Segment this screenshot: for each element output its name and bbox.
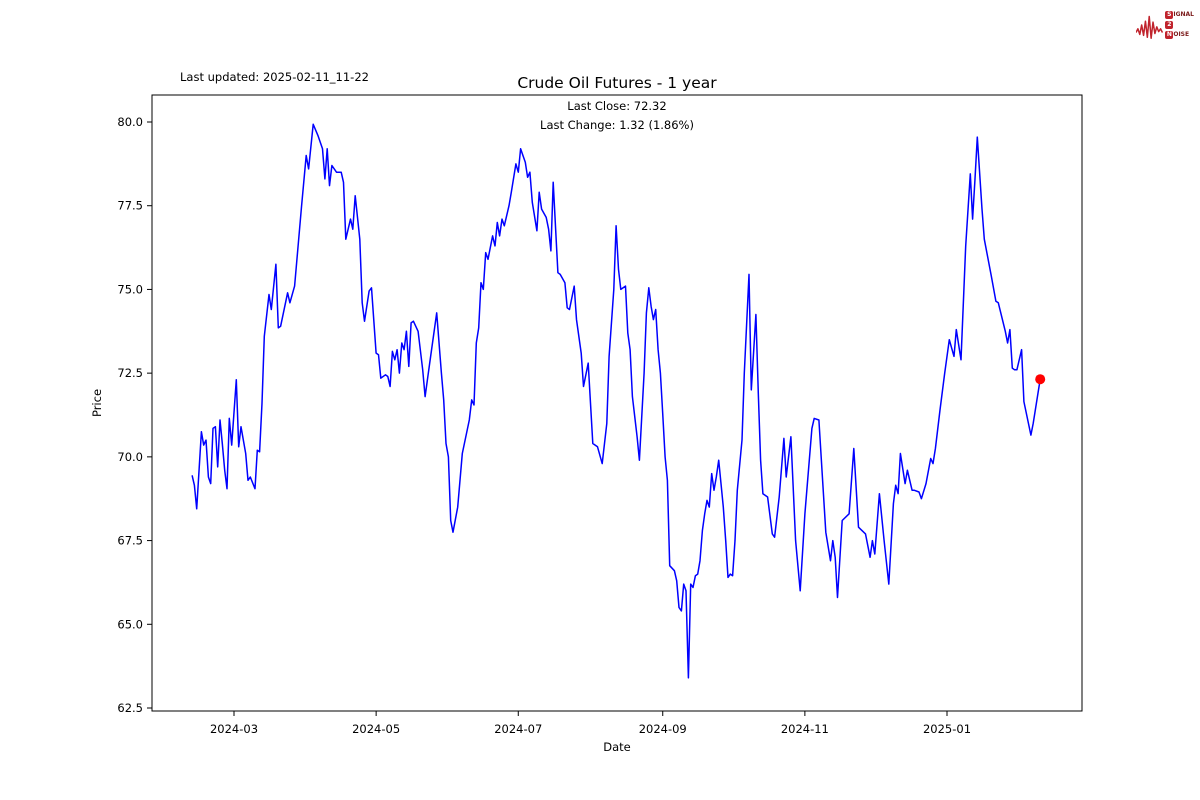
brand-line-signal: S IGNAL xyxy=(1165,11,1194,20)
annotation-last-change: Last Change: 1.32 (1.86%) xyxy=(540,118,694,132)
x-tick-label: 2024-09 xyxy=(639,722,687,736)
series-line xyxy=(191,123,1041,679)
brand-text: S IGNAL 2 N OISE xyxy=(1165,11,1194,40)
x-tick-label: 2025-01 xyxy=(923,722,971,736)
y-tick-label: 72.5 xyxy=(117,366,143,380)
x-tick-label: 2024-05 xyxy=(352,722,400,736)
last-point-marker xyxy=(1035,374,1046,385)
x-axis-ticks: 2024-03 2024-05 2024-07 2024-09 2024-11 2025-… xyxy=(210,711,971,736)
y-tick-label: 77.5 xyxy=(117,199,143,213)
x-tick-label: 2024-03 xyxy=(210,722,258,736)
y-axis-ticks: 62.5 65.0 67.5 70.0 72.5 75.0 77.5 80.0 xyxy=(117,115,152,715)
x-tick-label: 2024-07 xyxy=(494,722,542,736)
x-tick-label: 2024-11 xyxy=(781,722,829,736)
y-axis-label: Price xyxy=(90,389,104,417)
brand-rest-oise: OISE xyxy=(1173,31,1190,38)
badge-s: S xyxy=(1165,11,1174,19)
badge-2: 2 xyxy=(1165,21,1174,29)
y-tick-label: 62.5 xyxy=(117,701,143,715)
plot-border xyxy=(151,94,1083,712)
brand-logo: S IGNAL 2 N OISE xyxy=(1136,4,1194,46)
badge-n: N xyxy=(1165,31,1174,39)
waveform-icon xyxy=(1136,15,1164,39)
chart-title: Crude Oil Futures - 1 year xyxy=(517,74,717,92)
brand-line-2: 2 xyxy=(1165,21,1194,30)
last-updated-text: Last updated: 2025-02-11_11-22 xyxy=(180,70,369,84)
annotation-last-close: Last Close: 72.32 xyxy=(567,99,666,113)
brand-line-noise: N OISE xyxy=(1165,31,1194,40)
x-axis-label: Date xyxy=(603,740,631,754)
y-tick-label: 65.0 xyxy=(117,617,143,631)
y-tick-label: 75.0 xyxy=(117,282,143,296)
y-tick-label: 67.5 xyxy=(117,534,143,548)
y-tick-label: 80.0 xyxy=(117,115,143,129)
brand-rest-ignal: IGNAL xyxy=(1173,11,1194,18)
y-tick-label: 70.0 xyxy=(117,450,143,464)
